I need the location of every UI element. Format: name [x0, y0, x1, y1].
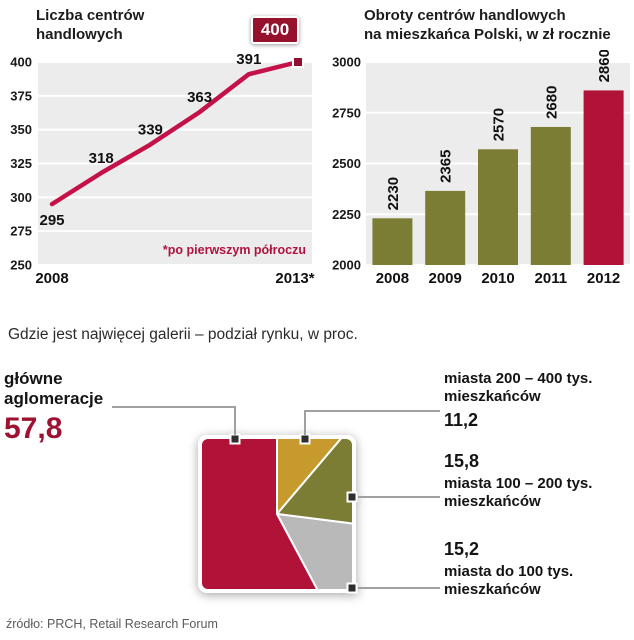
bar-chart: 2000 2250 2500 2750 3000 2230 2008 2365 2009 2570… [332, 50, 630, 287]
y-tick-label: 250 [10, 258, 32, 273]
marker-square [346, 491, 358, 503]
y-tick-label: 325 [10, 156, 32, 171]
x-tick-label: 2012 [587, 270, 620, 287]
bar-chart-title: Obroty centrów handlowych na mieszkańca … [364, 6, 611, 44]
line-chart-title-line1: Liczba centrów [36, 7, 145, 24]
connector-mid-cities-horizontal [304, 410, 440, 412]
y-tick-label: 350 [10, 122, 32, 137]
marker-square [346, 582, 358, 594]
label-cities-under-100-line1: miasta do 100 tys. [444, 563, 574, 580]
label-main-line2: aglomeracje [4, 389, 104, 408]
bar-value-label: 2680 [543, 86, 560, 119]
line-chart-max-badge: 400 [251, 16, 299, 44]
pie-slices [202, 439, 352, 589]
marker-square [299, 433, 311, 445]
label-main-line1: główne [4, 369, 63, 388]
line-chart-title: Liczba centrów handlowych [36, 6, 144, 44]
bar [530, 126, 571, 266]
connector-main-horizontal [112, 406, 235, 408]
connector-mid-cities-vertical [304, 410, 306, 435]
bar-value-label: 2570 [491, 108, 508, 141]
label-cities-under-100: 15,2 miasta do 100 tys. mieszkańców [444, 538, 573, 599]
x-tick-label: 2013* [275, 270, 314, 287]
line-chart-title-line2: handlowych [36, 26, 123, 43]
source-note: źródło: PRCH, Retail Research Forum [6, 617, 218, 631]
value-label: 363 [187, 89, 212, 106]
value-cities-100-200: 15,8 [444, 451, 480, 471]
value-cities-200-400: 11,2 [444, 410, 479, 430]
y-tick-label: 2750 [332, 105, 361, 120]
label-cities-under-100-line2: mieszkańców [444, 581, 541, 598]
value-main-agglomerations: 57,8 [4, 412, 63, 445]
bar [478, 149, 518, 265]
bar [372, 218, 413, 265]
connector-small-cities [358, 587, 440, 589]
square-pie-chart [198, 433, 358, 594]
value-label: 391 [236, 51, 261, 68]
label-main-agglomerations: główne aglomeracje 57,8 [4, 369, 103, 446]
label-cities-100-200: 15,8 miasta 100 – 200 tys. mieszkańców [444, 450, 592, 511]
x-tick-label: 2011 [535, 270, 568, 287]
x-tick-label: 2009 [429, 270, 462, 287]
label-cities-200-400-line2: mieszkańców [444, 388, 541, 405]
bar [425, 190, 466, 265]
value-label: 295 [39, 212, 64, 229]
y-tick-label: 275 [10, 224, 32, 239]
pie-slice [202, 439, 334, 589]
y-tick-label: 300 [10, 190, 32, 205]
bar-value-label: 2860 [596, 50, 613, 82]
bar [583, 90, 624, 265]
line-chart: 250 275 300 325 350 375 400 295 318 339 363 391 2008… [10, 51, 314, 287]
footnote-annotation: *po pierwszym półroczu [163, 243, 306, 257]
y-tick-label: 2000 [332, 258, 361, 273]
x-tick-label: 2008 [35, 270, 68, 287]
y-tick-label: 375 [10, 88, 32, 103]
y-tick-label: 2500 [332, 156, 361, 171]
connector-small-mid-cities [358, 496, 440, 498]
pie-slice [275, 439, 352, 530]
y-tick-label: 400 [10, 55, 32, 70]
bar-value-label: 2230 [385, 177, 402, 210]
label-cities-200-400: miasta 200 – 400 tys. mieszkańców 11,2 [444, 370, 592, 431]
bar-value-label: 2365 [438, 150, 455, 183]
x-tick-label: 2010 [481, 270, 514, 287]
line-series [49, 59, 301, 207]
y-tick-label: 3000 [332, 55, 361, 70]
label-cities-200-400-line1: miasta 200 – 400 tys. [444, 370, 593, 387]
pie-slice [275, 512, 352, 589]
value-cities-under-100: 15,2 [444, 539, 480, 559]
marker-square [229, 433, 241, 445]
value-label: 339 [138, 122, 163, 139]
y-tick-label: 2250 [332, 207, 361, 222]
x-tick-label: 2008 [376, 270, 409, 287]
pie-chart-title: Gdzie jest najwięcej galerii – podział r… [8, 326, 358, 343]
label-cities-100-200-line1: miasta 100 – 200 tys. [444, 475, 593, 492]
connector-main-vertical [234, 406, 236, 435]
label-cities-100-200-line2: mieszkańców [444, 493, 541, 510]
pie-slice [276, 439, 352, 517]
bar-chart-title-line2: na mieszkańca Polski, w zł rocznie [364, 26, 611, 43]
last-point-marker [292, 56, 304, 68]
bar-chart-title-line1: Obroty centrów handlowych [364, 7, 566, 24]
value-label: 318 [89, 150, 114, 167]
